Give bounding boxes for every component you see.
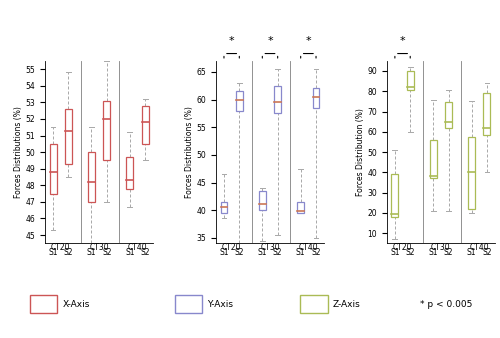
Text: *: * (229, 36, 234, 46)
Bar (220, 202, 228, 213)
Text: X-Axis: X-Axis (62, 300, 90, 309)
Bar (104, 101, 110, 161)
Bar (259, 191, 266, 210)
Text: CT20: CT20 (51, 243, 70, 252)
Y-axis label: Forces Distributions (%): Forces Distributions (%) (14, 106, 23, 198)
Bar (297, 202, 304, 213)
Bar (392, 174, 398, 217)
Text: CT40: CT40 (298, 243, 318, 252)
Bar (430, 140, 436, 178)
Bar (274, 86, 281, 113)
Text: CT20: CT20 (393, 243, 412, 252)
Text: CT30: CT30 (260, 243, 280, 252)
Bar (142, 106, 148, 144)
Bar (126, 157, 133, 189)
Text: *: * (267, 36, 273, 46)
Y-axis label: Forces Distributions (%): Forces Distributions (%) (184, 106, 194, 198)
Text: Y-Axis: Y-Axis (208, 300, 234, 309)
Text: Z-Axis: Z-Axis (332, 300, 360, 309)
Bar (50, 144, 56, 194)
Y-axis label: Forces Distribution (%): Forces Distribution (%) (356, 108, 364, 196)
Bar (407, 71, 414, 90)
Bar (65, 109, 72, 164)
Bar (468, 137, 475, 209)
Text: *: * (400, 36, 406, 46)
Bar (445, 102, 452, 128)
Text: CT20: CT20 (222, 243, 242, 252)
Text: CT30: CT30 (90, 243, 109, 252)
Bar (484, 93, 490, 135)
Bar (312, 89, 320, 108)
Text: CT40: CT40 (470, 243, 489, 252)
Bar (88, 152, 95, 202)
Text: * p < 0.005: * p < 0.005 (420, 300, 472, 309)
Text: CT40: CT40 (128, 243, 148, 252)
Bar (236, 91, 243, 111)
Text: CT30: CT30 (431, 243, 450, 252)
Text: *: * (306, 36, 311, 46)
